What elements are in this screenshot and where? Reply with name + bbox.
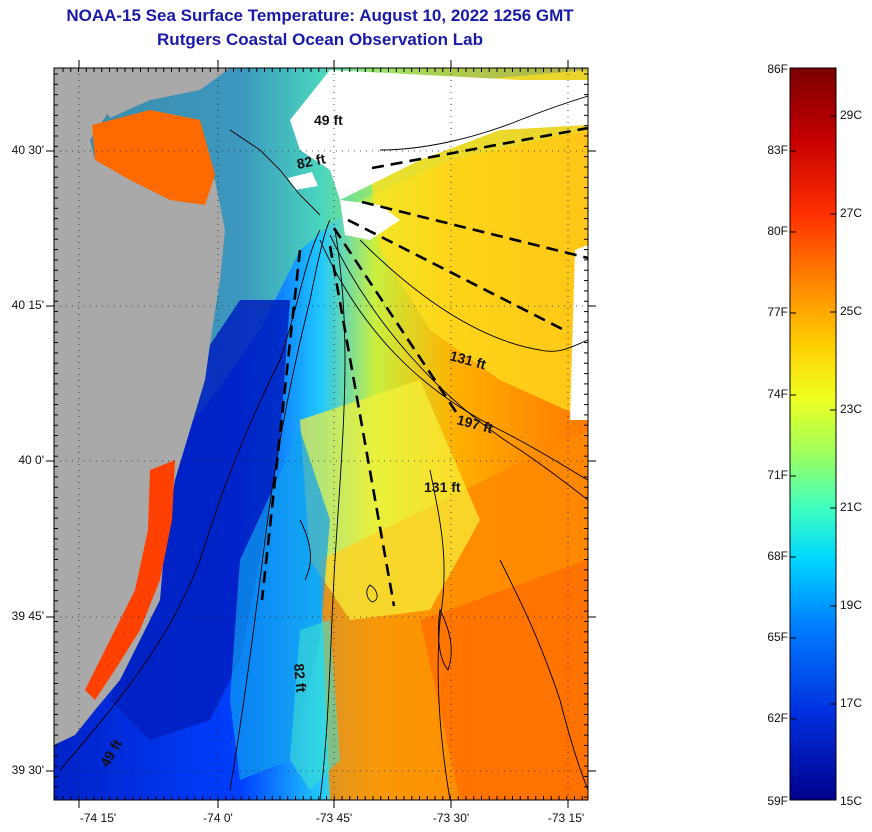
depth-label-49ft-north: 49 ft xyxy=(314,112,343,128)
lat-label-39-30: 39 30' xyxy=(11,763,44,777)
map-subtitle: Rutgers Coastal Ocean Observation Lab xyxy=(157,30,483,49)
colorbar-label-17c: 17C xyxy=(840,696,863,710)
colorbar-label-27c: 27C xyxy=(840,206,863,220)
colorbar-label-59f: 59F xyxy=(767,794,788,808)
lat-label-39-45: 39 45' xyxy=(11,609,44,623)
colorbar-label-74f: 74F xyxy=(767,387,788,401)
colorbar-label-77f: 77F xyxy=(767,305,788,319)
lon-label-73-15: -73 15' xyxy=(547,811,585,825)
colorbar-label-15c: 15C xyxy=(840,794,863,808)
colorbar-label-71f: 71F xyxy=(767,468,788,482)
lat-label-40-30: 40 30' xyxy=(11,143,44,157)
cloud-mask xyxy=(290,70,588,200)
map-frame xyxy=(53,67,589,801)
land-new-jersey xyxy=(54,68,225,745)
colorbar-label-25c: 25C xyxy=(840,304,863,318)
colorbar-label-68f: 68F xyxy=(767,549,788,563)
colorbar-label-62f: 62F xyxy=(767,711,788,725)
lat-label-40-0: 40 0' xyxy=(18,453,44,467)
colorbar-label-80f: 80F xyxy=(767,224,788,238)
depth-label-131ft-south: 131 ft xyxy=(424,479,461,495)
lon-label-74-15: -74 15' xyxy=(79,811,117,825)
depth-label-82ft-north: 82 ft xyxy=(295,150,327,172)
lon-label-73-30: -73 30' xyxy=(432,811,470,825)
colorbar-label-65f: 65F xyxy=(767,630,788,644)
colorbar-label-21c: 21C xyxy=(840,500,863,514)
depth-label-82ft-south: 82 ft xyxy=(291,663,309,693)
lat-label-40-15: 40 15' xyxy=(11,298,44,312)
colorbar-label-19c: 19C xyxy=(840,598,863,612)
colorbar xyxy=(789,67,837,801)
colorbar-label-86f: 86F xyxy=(767,62,788,76)
lon-label-74-0: -74 0' xyxy=(203,811,233,825)
colorbar-label-23c: 23C xyxy=(840,402,863,416)
colorbar-label-29c: 29C xyxy=(840,108,863,122)
colorbar-label-83f: 83F xyxy=(767,143,788,157)
raritan-bay-warm xyxy=(92,110,215,205)
map-title: NOAA-15 Sea Surface Temperature: August … xyxy=(66,6,574,25)
lon-label-73-45: -73 45' xyxy=(315,811,353,825)
